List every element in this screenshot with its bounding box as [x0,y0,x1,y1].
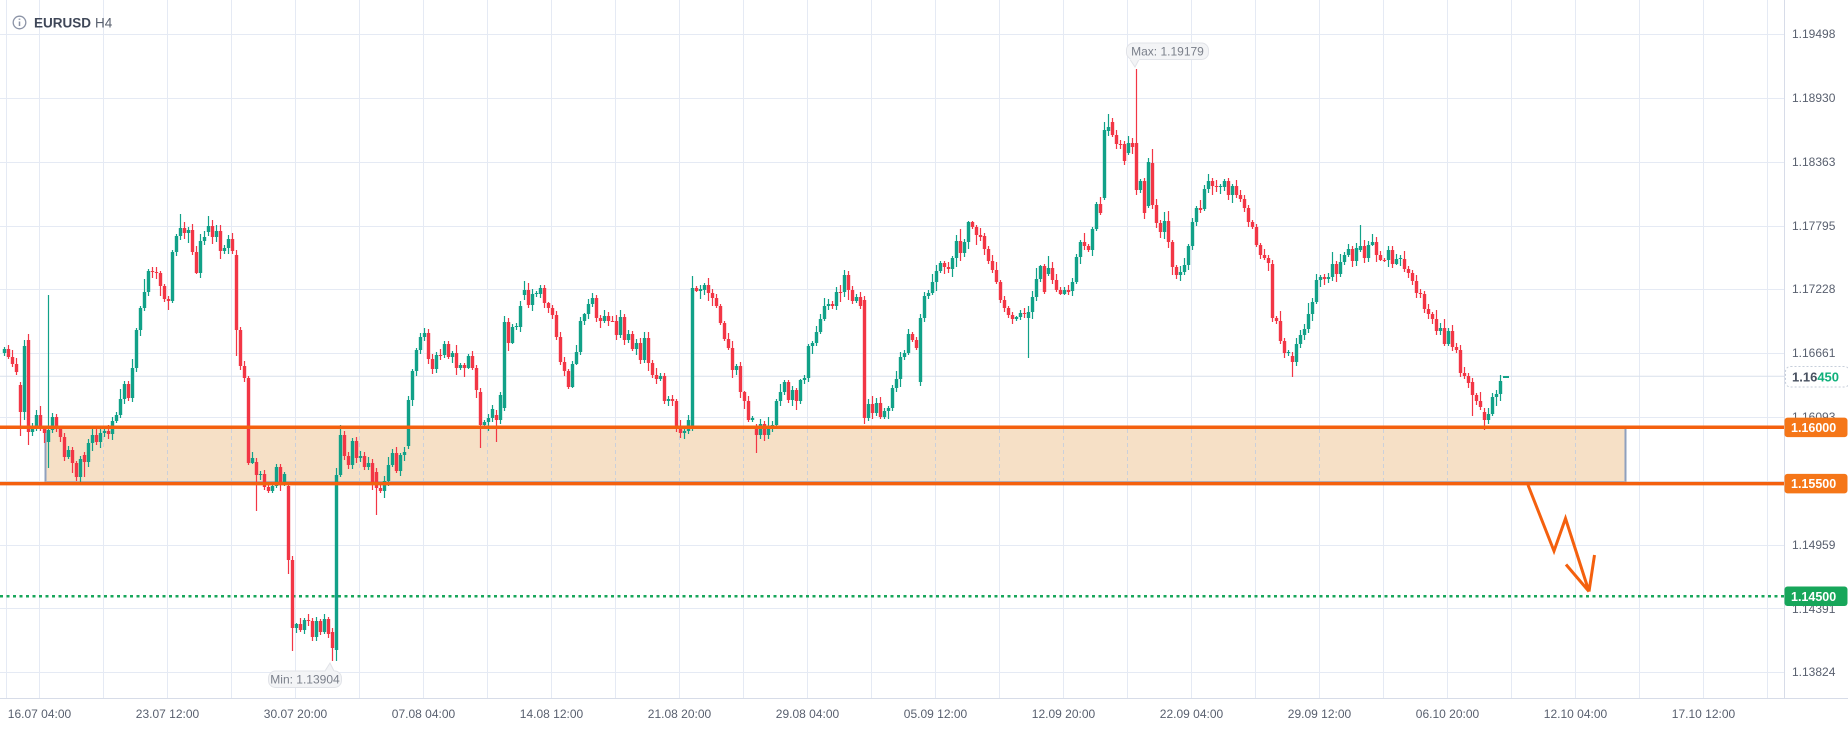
svg-text:16.07 04:00: 16.07 04:00 [8,707,72,721]
svg-text:1.17795: 1.17795 [1792,219,1836,233]
svg-text:05.09 12:00: 05.09 12:00 [904,707,968,721]
svg-text:Max: 1.19179: Max: 1.19179 [1131,44,1204,58]
svg-text:23.07 12:00: 23.07 12:00 [136,707,200,721]
svg-text:1.17228: 1.17228 [1792,282,1836,296]
svg-text:H4: H4 [95,16,113,31]
svg-text:Min: 1.13904: Min: 1.13904 [270,672,340,686]
svg-text:1.19498: 1.19498 [1792,27,1836,41]
svg-text:07.08 04:00: 07.08 04:00 [392,707,456,721]
svg-text:22.09 04:00: 22.09 04:00 [1160,707,1224,721]
svg-text:1.16000: 1.16000 [1791,421,1836,435]
svg-text:14.08 12:00: 14.08 12:00 [520,707,584,721]
svg-text:29.08 04:00: 29.08 04:00 [776,707,840,721]
svg-text:1.14500: 1.14500 [1791,590,1836,604]
svg-text:1.14959: 1.14959 [1792,538,1836,552]
svg-text:1.18363: 1.18363 [1792,155,1836,169]
svg-text:1.13824: 1.13824 [1792,665,1836,679]
svg-text:17.10 12:00: 17.10 12:00 [1672,707,1736,721]
svg-text:12.09 20:00: 12.09 20:00 [1032,707,1096,721]
svg-text:1.15500: 1.15500 [1791,477,1836,491]
svg-text:29.09 12:00: 29.09 12:00 [1288,707,1352,721]
svg-text:12.10 04:00: 12.10 04:00 [1544,707,1608,721]
svg-text:EURUSD: EURUSD [34,16,91,31]
svg-text:30.07 20:00: 30.07 20:00 [264,707,328,721]
svg-text:06.10 20:00: 06.10 20:00 [1416,707,1480,721]
svg-text:1.16450: 1.16450 [1792,370,1839,385]
svg-text:1.18930: 1.18930 [1792,91,1836,105]
svg-text:21.08 20:00: 21.08 20:00 [648,707,712,721]
svg-text:1.16661: 1.16661 [1792,346,1836,360]
